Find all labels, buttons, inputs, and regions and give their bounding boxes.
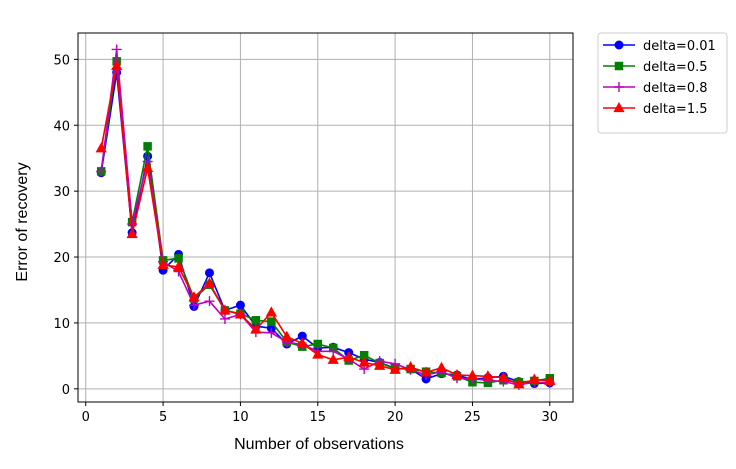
x-tick-label: 10 <box>232 410 249 425</box>
data-point <box>451 368 463 380</box>
legend-label: delta=0.5 <box>643 60 708 75</box>
data-point <box>482 370 494 381</box>
y-tick-label: 10 <box>53 317 70 332</box>
legend-marker <box>614 40 624 50</box>
data-point <box>142 162 154 173</box>
data-point <box>111 44 122 55</box>
data-point <box>296 337 308 348</box>
y-tick-label: 50 <box>53 53 70 68</box>
data-point <box>219 313 230 324</box>
legend-entry: delta=0.5 <box>603 60 708 75</box>
data-point <box>204 296 215 307</box>
data-point <box>111 59 123 71</box>
data-point <box>96 166 107 177</box>
series-layer <box>95 44 556 390</box>
x-tick-label: 5 <box>159 410 167 425</box>
data-point <box>234 308 247 319</box>
data-point <box>420 366 432 377</box>
data-point <box>327 353 339 364</box>
x-tick-label: 30 <box>542 410 559 425</box>
x-tick-label: 20 <box>387 410 404 425</box>
x-tick-label: 15 <box>309 410 326 425</box>
data-point <box>250 323 262 334</box>
series-group <box>95 59 556 389</box>
x-axis-label: Number of observations <box>234 436 404 453</box>
data-point <box>219 304 231 315</box>
data-point <box>389 363 401 374</box>
y-tick-label: 0 <box>62 383 70 398</box>
data-point <box>312 348 324 359</box>
data-point <box>157 258 169 270</box>
data-point <box>466 369 479 380</box>
x-tick-label: 0 <box>82 410 90 425</box>
data-point <box>126 227 138 239</box>
data-point <box>235 300 245 310</box>
legend: delta=0.01 delta=0.5 delta=0.8 delta=1.5 <box>597 32 728 134</box>
legend-entry: delta=0.01 <box>603 39 716 54</box>
data-point <box>251 316 261 325</box>
data-point <box>374 359 386 370</box>
legend-label: delta=0.8 <box>643 81 708 96</box>
data-point <box>435 361 448 372</box>
data-point <box>404 361 417 372</box>
y-axis-label: Error of recovery <box>14 162 31 281</box>
y-tick-label: 40 <box>53 119 70 134</box>
data-point <box>343 351 355 362</box>
legend-entry: delta=0.8 <box>603 81 708 96</box>
y-tick-label: 30 <box>53 185 70 200</box>
y-tick-label: 20 <box>53 251 70 266</box>
data-point <box>95 142 107 153</box>
data-point <box>497 371 509 382</box>
legend-marker <box>614 61 624 71</box>
data-point <box>281 330 293 341</box>
legend-label: delta=1.5 <box>643 102 708 117</box>
data-point <box>143 142 152 151</box>
data-point <box>172 260 185 272</box>
data-point <box>189 300 200 311</box>
data-point <box>544 374 556 386</box>
data-point <box>204 268 214 278</box>
x-tick-label: 25 <box>464 410 481 425</box>
legend-marker <box>614 82 624 92</box>
data-point <box>513 378 525 389</box>
legend-label: delta=0.01 <box>643 39 716 54</box>
data-point <box>188 291 200 302</box>
legend-marker <box>613 101 625 113</box>
data-point <box>528 373 540 384</box>
data-point <box>203 277 216 288</box>
data-point <box>266 327 277 338</box>
grid <box>78 33 573 402</box>
data-point <box>358 356 370 367</box>
data-point <box>265 306 277 317</box>
legend-entry: delta=1.5 <box>603 101 708 117</box>
plot-frame <box>77 32 574 403</box>
ticks: 0 5 10 15 20 25 30 0 10 20 30 40 50 <box>53 53 558 425</box>
data-point <box>267 317 276 326</box>
